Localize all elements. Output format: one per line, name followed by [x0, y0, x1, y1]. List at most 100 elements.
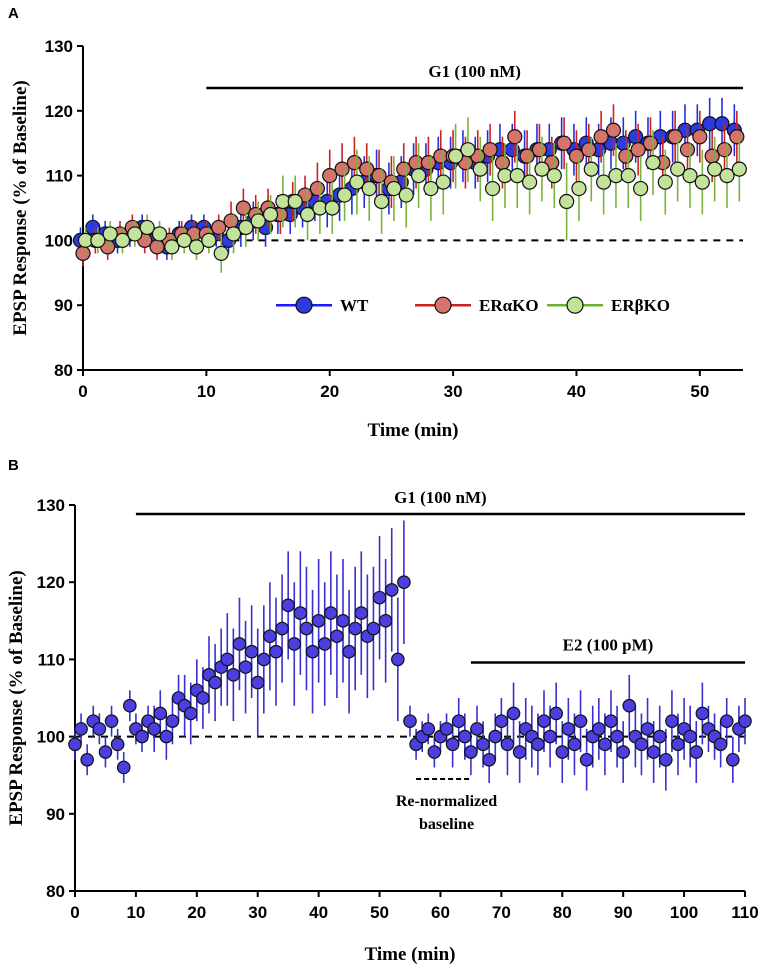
y-tick-label: 120 [45, 102, 73, 121]
data-point [116, 760, 131, 775]
data-point [630, 142, 646, 158]
data-point [598, 737, 612, 752]
y-tick-label: 80 [54, 361, 73, 380]
legend-label: ERαKO [479, 296, 539, 315]
x-axis-label: Time (min) [368, 420, 459, 441]
x-tick-label: 80 [553, 903, 572, 922]
data-point [512, 745, 527, 759]
data-point [250, 213, 266, 229]
data-point [683, 729, 697, 744]
x-tick-label: 40 [567, 382, 586, 401]
data-point [398, 187, 414, 203]
y-tick-label: 130 [37, 496, 65, 515]
data-point [397, 575, 411, 589]
series-ERβKO [77, 117, 747, 273]
data-point [324, 606, 338, 620]
data-point [135, 729, 149, 744]
x-tick-label: 0 [78, 382, 87, 401]
data-point [354, 606, 369, 620]
data-point [671, 737, 685, 752]
data-point [439, 722, 454, 736]
data-point [269, 644, 283, 659]
data-point [682, 168, 698, 184]
legend-item: ERαKO [415, 296, 539, 315]
data-point [110, 737, 125, 752]
data-point [460, 142, 476, 158]
data-point [546, 168, 562, 184]
y-tick-label: 130 [45, 37, 73, 56]
data-point [561, 722, 576, 736]
panel-B: B 80 90 100 110 120 130 0 10 20 30 40 50 60 70 80 90 100 1… [6, 457, 759, 965]
data-point [165, 714, 180, 728]
x-tick-label: 100 [670, 903, 698, 922]
data-point [74, 722, 88, 736]
x-tick-label: 20 [187, 903, 206, 922]
data-point [692, 129, 708, 145]
data-point [324, 200, 340, 216]
data-point [610, 729, 624, 744]
data-point [618, 148, 634, 164]
data-point [391, 652, 405, 667]
data-point [317, 637, 332, 651]
data-point [164, 239, 180, 255]
y-tick-label: 120 [37, 573, 65, 592]
panel-letter: A [8, 5, 19, 22]
data-point [695, 706, 710, 721]
y-tick-label: 100 [37, 728, 65, 747]
data-point [537, 714, 551, 728]
data-point [738, 714, 752, 728]
y-tick-label: 110 [38, 650, 65, 669]
data-point [667, 129, 683, 145]
data-point [208, 675, 222, 690]
data-point [225, 226, 242, 242]
data-point [579, 752, 594, 767]
data-point [531, 142, 548, 158]
data-point [68, 737, 82, 752]
legend-label: WT [340, 296, 369, 315]
data-point [646, 745, 661, 759]
x-tick-label: 20 [320, 382, 339, 401]
data-point [583, 161, 599, 177]
x-tick-label: 90 [614, 903, 633, 922]
x-tick-label: 50 [690, 382, 709, 401]
data-point [472, 161, 488, 177]
x-axis-label: Time (min) [365, 944, 456, 965]
data-point [605, 122, 622, 138]
data-point [336, 613, 350, 628]
data-point [153, 706, 168, 721]
data-point [568, 148, 585, 164]
x-tick-label: 30 [444, 382, 463, 401]
data-point [114, 232, 131, 248]
data-point [211, 219, 227, 236]
data-point [519, 148, 535, 164]
y-axis-label: EPSP Response (% of Baseline) [6, 570, 27, 825]
data-point [384, 583, 399, 597]
data-point [102, 226, 118, 242]
data-point [447, 148, 464, 164]
x-tick-label: 60 [431, 903, 450, 922]
y-axis-label: EPSP Response (% of Baseline) [10, 80, 31, 335]
renormalized-label: Re-normalized [396, 793, 497, 810]
data-point [704, 148, 720, 164]
x-tick-label: 110 [731, 903, 758, 922]
data-point [330, 629, 344, 644]
data-point [196, 691, 210, 705]
data-point [476, 737, 490, 752]
data-point [386, 180, 402, 197]
data-point [659, 752, 673, 767]
data-point [220, 652, 235, 667]
data-point [679, 142, 696, 158]
treatment-label: E2 (100 pM) [563, 635, 654, 654]
legend-label: ERβKO [611, 296, 670, 315]
renormalized-label: baseline [419, 816, 474, 833]
legend-item: ERβKO [547, 296, 670, 315]
data-point [262, 206, 279, 223]
data-point [645, 155, 661, 171]
data-point [507, 129, 523, 145]
data-point [396, 161, 412, 177]
x-tick-label: 10 [126, 903, 145, 922]
data-point [346, 155, 363, 171]
data-point [238, 219, 254, 236]
data-point [361, 180, 377, 197]
data-point [410, 168, 427, 184]
